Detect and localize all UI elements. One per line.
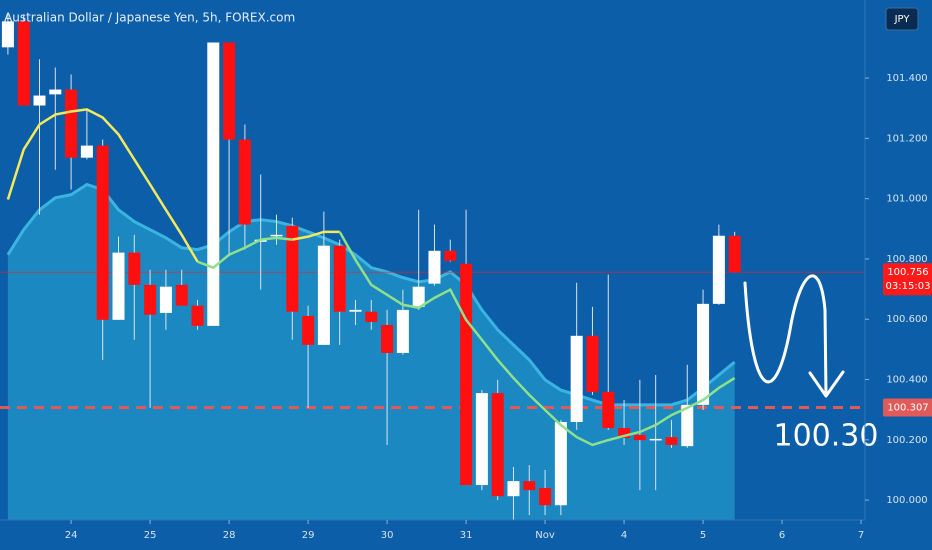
candle-body (317, 245, 330, 345)
candle-body (223, 42, 236, 140)
x-tick-label: 30 (381, 530, 394, 541)
candle-body (618, 428, 631, 439)
candle-body (1, 21, 14, 48)
candle-body (286, 225, 299, 312)
candle-body (33, 95, 46, 106)
y-tick-label: 101.400 (886, 73, 927, 84)
candle-body (381, 324, 394, 353)
price-label-box (883, 263, 932, 296)
x-tick-label: 4 (621, 530, 627, 541)
candle-body (475, 393, 488, 486)
candle-body (396, 309, 409, 353)
candle-body (649, 438, 662, 441)
candle-body (349, 309, 362, 312)
ma-area (7, 184, 735, 521)
x-tick-label: 7 (858, 530, 864, 541)
x-tick-label: 6 (779, 530, 785, 541)
candle-body (491, 393, 504, 497)
candle-body (539, 488, 552, 506)
candle-body (159, 286, 172, 313)
candle-body (144, 284, 157, 315)
chart-title: Australian Dollar / Japanese Yen, 5h, FO… (4, 11, 295, 25)
ma-line (338, 231, 736, 447)
candle-body (412, 286, 425, 307)
y-tick-label: 101.000 (886, 194, 927, 205)
y-tick-label: 100.000 (886, 495, 927, 506)
candle-body (207, 42, 220, 326)
currency-button[interactable] (885, 7, 919, 31)
candle-body (270, 234, 283, 237)
candle-body (175, 284, 188, 306)
candle-body (681, 404, 694, 447)
candle-body (365, 311, 378, 322)
candle-body (570, 335, 583, 423)
y-tick-label: 100.200 (886, 435, 927, 446)
candle-body (238, 139, 251, 225)
ma-line (292, 230, 340, 241)
ma-line (197, 236, 293, 270)
candle-body (523, 481, 536, 491)
x-tick-label: 24 (65, 530, 78, 541)
candle-body (333, 245, 346, 312)
drawn-arrow (743, 274, 828, 397)
ma-line (6, 108, 199, 263)
price-label-box (883, 398, 932, 417)
arrow-head (808, 370, 845, 398)
price-label: 100.756 (887, 267, 928, 278)
candle-body (728, 235, 741, 273)
y-tick-label: 100.800 (886, 254, 927, 265)
y-tick-label: 100.600 (886, 314, 927, 325)
candle-body (49, 89, 62, 95)
candle-body (80, 145, 93, 158)
candle-body (128, 252, 141, 285)
x-tick-label: 28 (223, 530, 236, 541)
candle-body (586, 335, 599, 392)
candle-body (112, 252, 125, 320)
candle-body (602, 391, 615, 429)
candle-body (428, 250, 441, 284)
y-tick-label: 101.200 (886, 133, 927, 144)
candle-body (633, 434, 646, 441)
candle-body (96, 145, 109, 320)
currency-label[interactable]: JPY (894, 14, 911, 25)
price-label: 100.307 (887, 403, 928, 414)
candle-body (554, 422, 567, 506)
y-tick-label: 100.400 (886, 375, 927, 386)
candle-body (697, 303, 710, 405)
plot-area (0, 14, 865, 521)
candle-body (460, 263, 473, 486)
price-countdown: 03:15:03 (886, 281, 931, 292)
x-tick-label: Nov (535, 530, 555, 541)
x-tick-label: 25 (144, 530, 157, 541)
candle-body (665, 437, 678, 445)
x-tick-label: 31 (460, 530, 473, 541)
annotation: 100.30 (774, 419, 879, 454)
x-tick-label: 29 (302, 530, 315, 541)
candle-body (712, 235, 725, 304)
candle-body (191, 305, 204, 326)
x-tick-label: 5 (700, 530, 706, 541)
candle-body (17, 21, 30, 106)
candle-body (65, 89, 78, 158)
candle-body (507, 481, 520, 497)
candle-body (302, 315, 315, 345)
candle-body (444, 250, 457, 261)
